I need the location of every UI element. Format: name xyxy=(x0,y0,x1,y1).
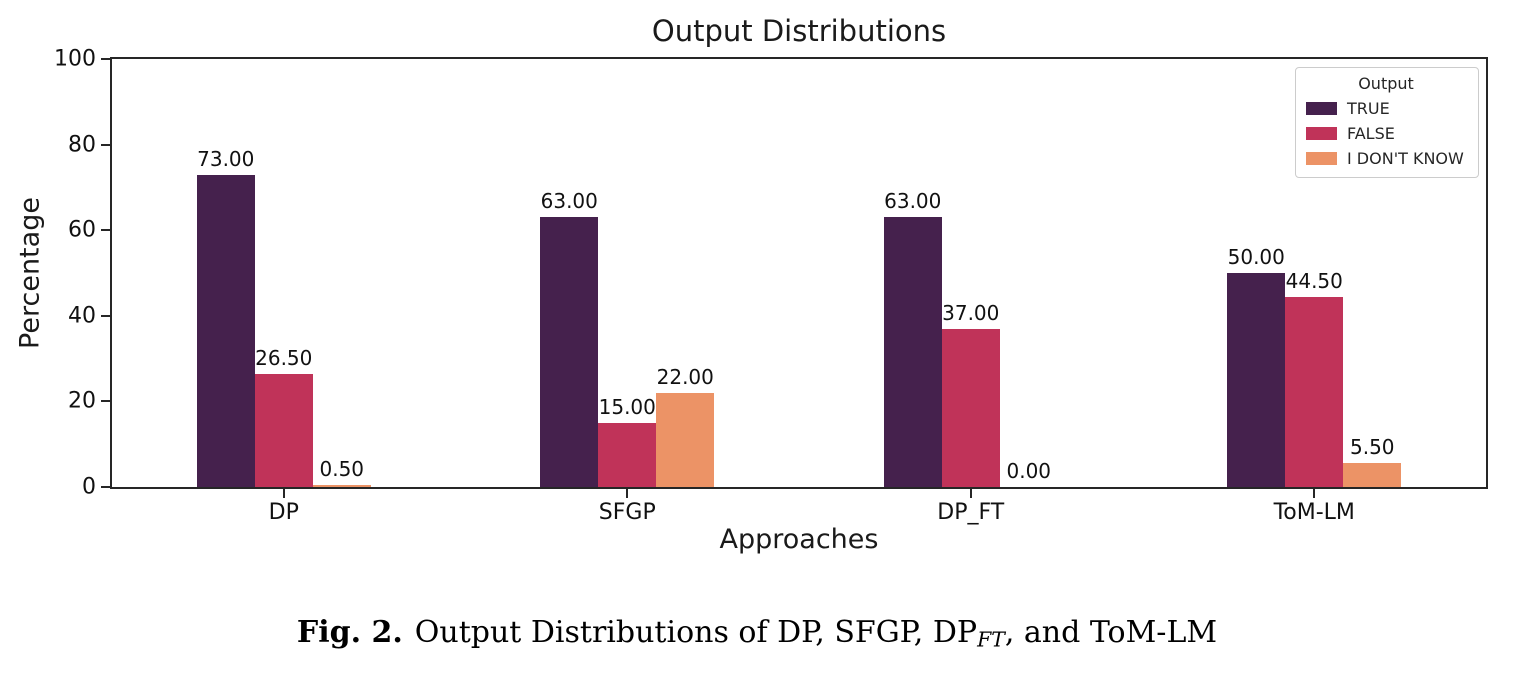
bar-value-label: 50.00 xyxy=(1227,245,1285,269)
legend-label: FALSE xyxy=(1347,124,1395,143)
x-tick-label: ToM-LM xyxy=(1273,500,1355,525)
bar xyxy=(312,484,371,487)
bar xyxy=(598,422,657,487)
caption-subscript: FT xyxy=(977,627,1005,652)
y-tick-mark xyxy=(101,486,110,488)
y-tick-label: 20 xyxy=(68,388,96,414)
bar xyxy=(254,373,313,487)
bar-value-label: 5.50 xyxy=(1349,435,1395,460)
bar xyxy=(883,217,942,487)
bar-value-label: 73.00 xyxy=(197,146,255,171)
caption-label: Fig. 2. xyxy=(296,615,403,650)
x-tick-mark xyxy=(1313,489,1316,498)
bar-value-label: 0.50 xyxy=(319,456,365,481)
y-tick-mark xyxy=(101,400,110,403)
y-tick-label: 80 xyxy=(68,132,96,158)
y-tick-label: 60 xyxy=(68,217,96,243)
legend-entry: TRUE xyxy=(1306,99,1466,118)
legend-entry: FALSE xyxy=(1306,124,1466,143)
bar-value-label: 26.50 xyxy=(255,345,313,370)
caption-text-end: , and ToM-LM xyxy=(1004,615,1218,650)
x-tick-mark xyxy=(282,489,285,498)
legend: Output TRUE FALSE I DON'T KNOW xyxy=(1295,67,1479,178)
bar-value-label: 63.00 xyxy=(540,189,598,214)
bar xyxy=(656,392,715,487)
plot-area: 0 20 40 60 80 100 DP SFGP DP_FT ToM-LM 73.00 63.00 6… xyxy=(54,47,1488,525)
x-tick-label: SFGP xyxy=(598,500,656,525)
bar-value-label: 15.00 xyxy=(598,394,656,419)
bar xyxy=(941,328,1000,487)
y-tick-mark xyxy=(101,314,110,317)
bar-value-label: 0.00 xyxy=(1006,459,1052,483)
legend-swatch xyxy=(1306,152,1337,165)
bar xyxy=(1343,463,1402,487)
y-tick-mark xyxy=(101,229,110,232)
bar-value-label: 37.00 xyxy=(942,300,1000,325)
x-tick-mark xyxy=(626,489,629,498)
bar-value-label: 22.00 xyxy=(656,364,714,389)
bar xyxy=(1285,296,1344,487)
caption-text: Output Distributions of DP, SFGP, DP xyxy=(414,615,978,650)
x-tick-label: DP_FT xyxy=(937,500,1005,525)
bar xyxy=(1227,273,1286,487)
chart-title: Output Distributions xyxy=(651,14,947,48)
y-tick-label: 40 xyxy=(68,303,96,329)
legend-swatch xyxy=(1306,127,1337,140)
y-tick-label: 0 xyxy=(82,474,96,500)
x-tick-mark xyxy=(969,489,972,498)
legend-label: TRUE xyxy=(1347,99,1390,118)
x-tick-label: DP xyxy=(268,500,299,525)
legend-swatch xyxy=(1306,102,1337,115)
figure-caption: Fig. 2. Output Distributions of DP, SFGP,… xyxy=(0,615,1514,651)
y-tick-mark xyxy=(101,58,110,60)
legend-entry: I DON'T KNOW xyxy=(1306,149,1466,168)
bar xyxy=(196,174,255,487)
x-axis-label: Approaches xyxy=(719,524,879,555)
bar-value-label: 63.00 xyxy=(884,189,942,214)
legend-title: Output xyxy=(1358,74,1414,93)
y-tick-label: 100 xyxy=(54,46,96,72)
bar xyxy=(540,217,599,487)
bar-value-label: 44.50 xyxy=(1285,268,1343,293)
y-axis-label: Percentage xyxy=(14,197,46,349)
y-tick-mark xyxy=(101,143,110,146)
legend-label: I DON'T KNOW xyxy=(1347,149,1464,168)
